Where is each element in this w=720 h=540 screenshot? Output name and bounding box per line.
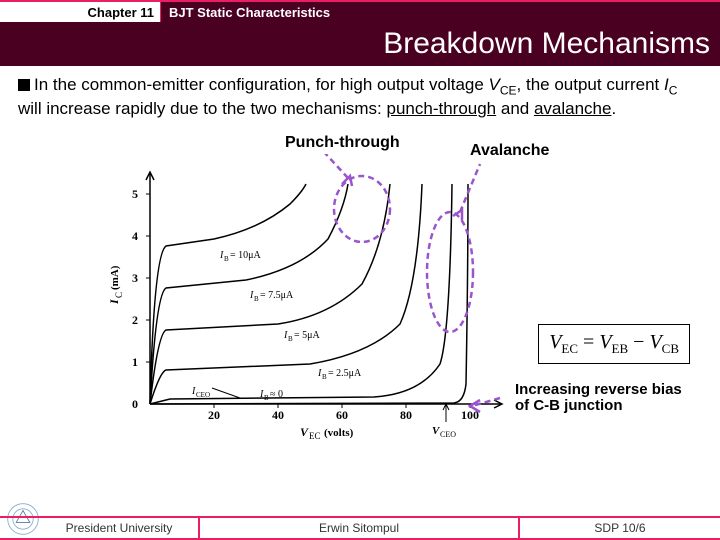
svg-text:0: 0 [132,397,138,411]
footer-right: SDP 10/6 [520,516,720,540]
svg-text:B: B [224,255,229,263]
eq-t2-v: V [649,331,661,353]
chapter-label: Chapter 11 [0,0,160,22]
eq-lhs-sub: EC [561,341,578,356]
svg-text:= 5μA: = 5μA [294,330,321,341]
mech2: avalanche [534,99,612,118]
and: and [496,99,534,118]
svg-text:CEO: CEO [196,391,210,399]
footer-left: President University [0,516,200,540]
label-punch-through: Punch-through [285,134,400,152]
body-paragraph: In the common-emitter configuration, for… [0,66,720,124]
eq-minus: − [628,331,649,353]
page-title: Breakdown Mechanisms [383,27,710,61]
svg-text:B: B [288,335,293,343]
svg-text:≈ 0: ≈ 0 [270,389,283,400]
svg-text:20: 20 [208,408,220,422]
ic-sub: C [669,83,678,97]
svg-text:40: 40 [272,408,284,422]
title-bar: Breakdown Mechanisms [0,22,720,66]
vce-sub: CE [500,83,517,97]
body-mid: , the output current [517,75,664,94]
svg-text:(volts): (volts) [324,427,354,439]
svg-text:C: C [114,292,124,298]
bullet-icon [18,79,30,91]
body-suffix: will increase rapidly due to the two mec… [18,99,387,118]
svg-text:2: 2 [132,313,138,327]
svg-text:V: V [300,425,309,439]
eq-lhs-v: V [549,331,561,353]
svg-text:(mA): (mA) [109,265,121,290]
topic-label: BJT Static Characteristics [160,0,720,22]
increasing-bias-label: Increasing reverse bias of C-B junction [515,382,690,415]
chart-container: Punch-through Avalanche 0 1 2 3 4 5 20 [0,124,720,474]
mech1: punch-through [387,99,497,118]
period: . [611,99,616,118]
svg-text:= 2.5μA: = 2.5μA [328,368,362,379]
svg-text:EC: EC [309,431,321,441]
body-prefix: In the common-emitter configuration, for… [34,75,489,94]
footer-mid: Erwin Sitompul [200,516,520,540]
eq-t1-v: V [599,331,611,353]
svg-text:B: B [322,373,327,381]
svg-text:3: 3 [132,271,138,285]
footer-bar: President University Erwin Sitompul SDP … [0,516,720,540]
bjt-chart: 0 1 2 3 4 5 20 40 60 80 100 I C ( [100,154,520,454]
svg-text:= 10μA: = 10μA [230,250,262,261]
svg-text:B: B [254,295,259,303]
eq-t1-sub: EB [612,341,629,356]
svg-text:B: B [264,394,269,402]
eq-t2-sub: CB [662,341,679,356]
svg-text:I: I [107,298,121,305]
header-bar: Chapter 11 BJT Static Characteristics [0,0,720,22]
svg-text:= 7.5μA: = 7.5μA [260,290,294,301]
equation-vec: VEC = VEB − VCB [538,324,690,364]
svg-text:4: 4 [132,229,138,243]
svg-text:80: 80 [400,408,412,422]
svg-text:1: 1 [132,355,138,369]
svg-text:CEO: CEO [440,430,456,439]
eq-eq: = [578,331,599,353]
svg-text:5: 5 [132,187,138,201]
svg-text:60: 60 [336,408,348,422]
vce-symbol: V [489,75,500,94]
